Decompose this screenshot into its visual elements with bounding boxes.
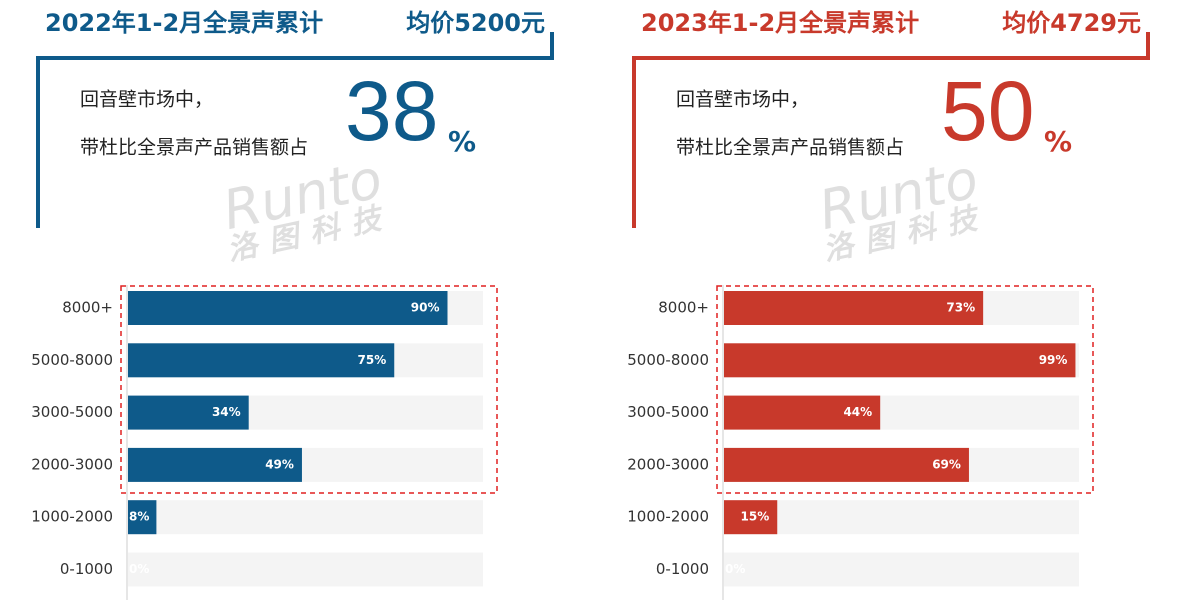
category-label: 8000+ xyxy=(62,299,113,317)
bar-background xyxy=(724,500,1079,535)
description: 回音壁市场中， xyxy=(676,89,809,111)
bracket xyxy=(36,32,554,228)
value-label: 34% xyxy=(212,405,241,419)
headline-value: 38 xyxy=(345,64,438,158)
title: 2023年1-2月全景声累计 xyxy=(641,9,919,37)
bar xyxy=(128,343,395,378)
highlight-box xyxy=(120,285,498,494)
bar xyxy=(724,343,1076,378)
value-label: 0% xyxy=(129,562,149,576)
bar xyxy=(128,500,157,535)
value-label: 44% xyxy=(843,405,872,419)
subtitle: 均价4729元 xyxy=(1002,9,1141,37)
bar xyxy=(128,447,302,482)
bar xyxy=(128,291,448,325)
bar-background xyxy=(128,552,483,587)
bar xyxy=(724,447,969,482)
title: 2022年1-2月全景声累计 xyxy=(45,9,323,37)
value-label: 73% xyxy=(946,301,975,315)
category-label: 2000-3000 xyxy=(31,455,113,473)
headline-unit: % xyxy=(1044,125,1072,158)
value-label: 99% xyxy=(1039,353,1068,367)
bar xyxy=(724,500,778,535)
value-label: 90% xyxy=(411,301,440,315)
bar-background xyxy=(128,500,483,535)
highlight-box xyxy=(716,285,1094,494)
value-label: 49% xyxy=(265,457,294,471)
value-label: 0% xyxy=(725,562,745,576)
category-label: 5000-8000 xyxy=(31,351,113,369)
subtitle: 均价5200元 xyxy=(406,9,545,37)
bar xyxy=(128,395,249,430)
headline-unit: % xyxy=(448,125,476,158)
description: 带杜比全景声产品销售额占 xyxy=(80,137,308,159)
bar-background xyxy=(724,552,1079,587)
bar xyxy=(724,395,881,430)
category-label: 8000+ xyxy=(658,299,709,317)
bar xyxy=(724,291,984,325)
category-label: 0-1000 xyxy=(656,560,709,578)
description: 带杜比全景声产品销售额占 xyxy=(676,137,904,159)
bracket xyxy=(632,32,1150,228)
category-label: 1000-2000 xyxy=(627,508,709,526)
description: 回音壁市场中， xyxy=(80,89,213,111)
value-label: 15% xyxy=(741,510,770,524)
category-label: 3000-5000 xyxy=(31,403,113,421)
category-label: 5000-8000 xyxy=(627,351,709,369)
category-label: 0-1000 xyxy=(60,560,113,578)
category-label: 2000-3000 xyxy=(627,455,709,473)
headline-value: 50 xyxy=(941,64,1034,158)
value-label: 75% xyxy=(358,353,387,367)
value-label: 69% xyxy=(932,457,961,471)
category-label: 3000-5000 xyxy=(627,403,709,421)
value-label: 8% xyxy=(129,510,149,524)
category-label: 1000-2000 xyxy=(31,508,113,526)
